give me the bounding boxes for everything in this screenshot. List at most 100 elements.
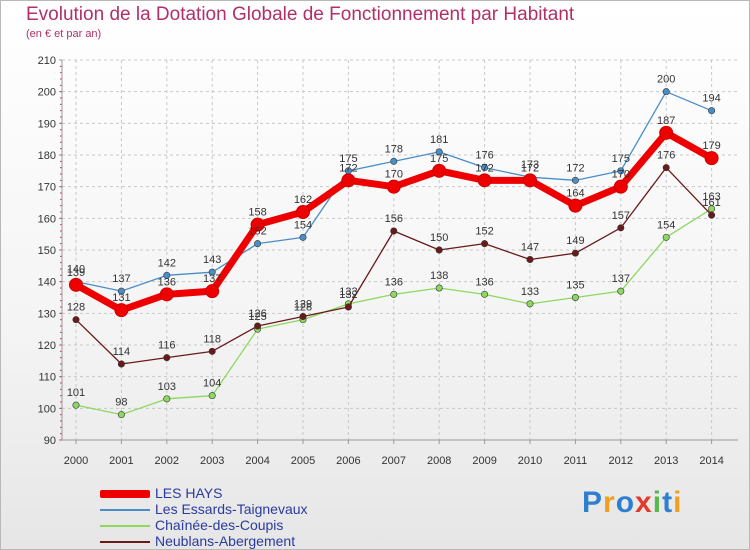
data-point bbox=[341, 173, 356, 188]
data-label: 140 bbox=[67, 264, 85, 276]
data-point bbox=[208, 347, 216, 355]
y-minor-tick bbox=[60, 262, 62, 264]
data-point bbox=[435, 246, 443, 254]
data-point bbox=[72, 401, 80, 409]
x-tick-label: 2010 bbox=[518, 455, 542, 467]
grid bbox=[62, 59, 738, 441]
x-tick-label: 2007 bbox=[382, 455, 406, 467]
data-label: 101 bbox=[67, 387, 85, 399]
y-tick-label: 90 bbox=[44, 435, 56, 447]
logo-letter: o bbox=[615, 486, 636, 519]
data-point bbox=[299, 233, 307, 241]
y-minor-tick bbox=[60, 414, 62, 416]
data-label: 129 bbox=[294, 299, 312, 311]
logo-letter: x bbox=[635, 486, 653, 519]
data-label: 133 bbox=[521, 286, 539, 298]
data-label: 98 bbox=[115, 397, 127, 409]
data-point bbox=[617, 287, 625, 295]
data-point bbox=[163, 395, 171, 403]
data-point bbox=[390, 157, 398, 165]
y-minor-tick bbox=[60, 135, 62, 137]
x-tick-label: 2009 bbox=[472, 455, 496, 467]
data-point bbox=[254, 240, 262, 248]
data-point bbox=[299, 312, 307, 320]
series-group bbox=[69, 88, 719, 419]
data-label: 128 bbox=[67, 302, 85, 314]
data-label: 161 bbox=[702, 197, 720, 209]
y-minor-tick bbox=[60, 382, 62, 384]
y-tick-label: 160 bbox=[38, 213, 56, 225]
data-label: 147 bbox=[521, 242, 539, 254]
y-minor-tick bbox=[60, 331, 62, 333]
x-tick-label: 2014 bbox=[699, 455, 723, 467]
y-minor-tick bbox=[60, 110, 62, 112]
data-label: 164 bbox=[566, 188, 584, 200]
data-point bbox=[659, 125, 674, 140]
y-minor-tick bbox=[60, 129, 62, 131]
y-minor-tick bbox=[60, 325, 62, 327]
data-point bbox=[72, 316, 80, 324]
data-label: 139 bbox=[67, 267, 85, 279]
logo-letter: r bbox=[603, 486, 616, 519]
data-point bbox=[163, 354, 171, 362]
y-minor-tick bbox=[60, 122, 62, 124]
y-minor-tick bbox=[60, 319, 62, 321]
chart-subtitle: (en € et par an) bbox=[26, 28, 102, 40]
x-tick-label: 2013 bbox=[654, 455, 678, 467]
data-label: 131 bbox=[112, 292, 130, 304]
x-tick-label: 2002 bbox=[155, 455, 179, 467]
data-label: 179 bbox=[702, 140, 720, 152]
data-point bbox=[477, 173, 492, 188]
data-point bbox=[568, 198, 583, 213]
data-label: 152 bbox=[475, 226, 493, 238]
data-point bbox=[708, 107, 716, 115]
data-label: 149 bbox=[566, 235, 584, 247]
data-label: 125 bbox=[248, 311, 266, 323]
y-minor-tick bbox=[60, 160, 62, 162]
y-minor-tick bbox=[60, 65, 62, 67]
legend-swatch-les-hays bbox=[100, 490, 150, 498]
data-label: 132 bbox=[339, 289, 357, 301]
data-label: 194 bbox=[702, 93, 720, 105]
data-label: 181 bbox=[430, 134, 448, 146]
legend-label-neublans: Neublans-Abergement bbox=[155, 533, 296, 549]
y-minor-tick bbox=[60, 338, 62, 340]
data-label: 175 bbox=[430, 153, 448, 165]
y-minor-tick bbox=[60, 205, 62, 207]
data-point bbox=[571, 176, 579, 184]
legend-swatch-neublans bbox=[100, 541, 150, 543]
data-label: 142 bbox=[158, 257, 176, 269]
data-point bbox=[205, 284, 220, 299]
data-label: 172 bbox=[521, 162, 539, 174]
data-point bbox=[662, 88, 670, 96]
data-point bbox=[69, 277, 83, 292]
data-label: 156 bbox=[385, 213, 403, 225]
data-point bbox=[526, 300, 534, 308]
y-minor-tick bbox=[60, 281, 62, 283]
x-tick-label: 2004 bbox=[245, 455, 269, 467]
y-minor-tick bbox=[60, 388, 62, 390]
legend-swatch-essards bbox=[100, 509, 150, 511]
legend-label-chainee: Chaînée-des-Coupis bbox=[155, 517, 284, 533]
y-minor-tick bbox=[60, 217, 62, 219]
data-label: 152 bbox=[248, 226, 266, 238]
y-tick-label: 190 bbox=[38, 118, 56, 130]
data-label: 170 bbox=[612, 169, 630, 181]
x-tick-label: 2006 bbox=[336, 455, 360, 467]
y-tick-label: 100 bbox=[38, 403, 56, 415]
data-label: 114 bbox=[113, 346, 131, 358]
data-point bbox=[117, 360, 125, 368]
data-point bbox=[296, 205, 310, 219]
data-point bbox=[390, 290, 398, 298]
y-minor-tick bbox=[60, 192, 62, 194]
y-tick-label: 180 bbox=[38, 150, 56, 162]
data-point bbox=[613, 179, 628, 194]
y-minor-tick bbox=[60, 395, 62, 397]
data-label: 178 bbox=[385, 143, 403, 155]
legend-swatch-chainee bbox=[100, 525, 150, 527]
y-minor-tick bbox=[60, 78, 62, 80]
x-tick-label: 2003 bbox=[200, 455, 224, 467]
data-label: 172 bbox=[475, 162, 493, 174]
